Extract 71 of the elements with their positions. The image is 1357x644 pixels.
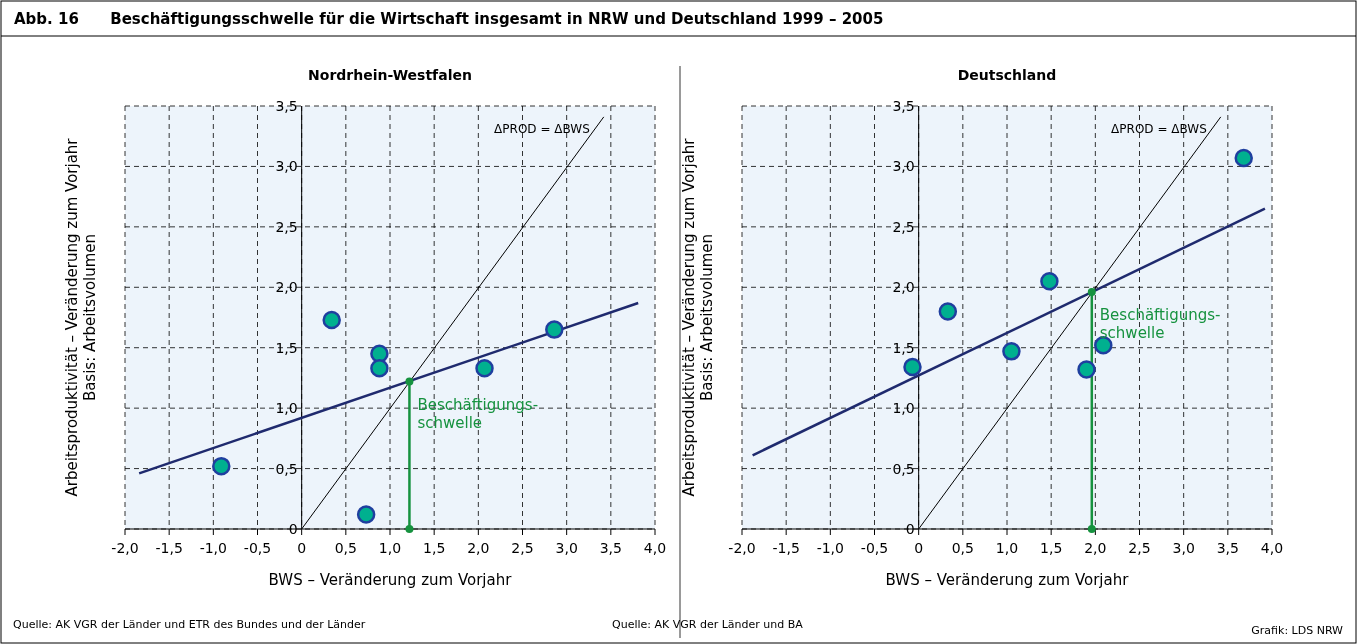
- text: Grafik: LDS NRW: [1251, 624, 1344, 637]
- x-tick-label: 4,0: [1260, 540, 1284, 556]
- y-tick-label: 0,5: [275, 460, 298, 477]
- series-label: ΔPROD = ΔBWS: [1111, 121, 1207, 136]
- x-tick-label: -0,5: [243, 540, 272, 556]
- y-axis-title: Arbeitsproduktivität – Veränderung zum Vorjahr Basis: Arbeitsvolumen: [680, 137, 716, 497]
- x-tick-label: -2,0: [111, 540, 139, 556]
- x-tick-label: 3,5: [1216, 540, 1239, 556]
- y-axis-title: Arbeitsproduktivität – Veränderung zum Vorjahr Basis: Arbeitsvolumen: [63, 137, 99, 497]
- point: [903, 357, 922, 377]
- x-tick-label: -1,5: [155, 540, 183, 556]
- chart-title: Deutschland: [957, 67, 1057, 83]
- y-tick-label: 2,0: [275, 279, 298, 296]
- point: [1002, 342, 1021, 361]
- point: [475, 359, 494, 378]
- point: [322, 310, 341, 330]
- point: [1077, 360, 1096, 379]
- y-tick-label: 3,5: [892, 98, 915, 114]
- y-tick-label: 3,5: [275, 98, 298, 114]
- x-tick-label: 1,0: [378, 540, 402, 556]
- x-tick-label: 3,0: [555, 540, 578, 556]
- y-tick-label: 1,5: [892, 339, 915, 356]
- y-tick-label: 2,5: [892, 218, 915, 235]
- y-tick-label: 1,5: [275, 339, 298, 356]
- x-tick-label: 1,0: [995, 540, 1019, 556]
- x-tick-label: 0,5: [951, 540, 974, 556]
- y-tick-label: 0,5: [892, 460, 915, 477]
- y-tick-label: 2,5: [275, 218, 298, 235]
- x-tick-label: -1,0: [199, 540, 227, 556]
- series-label: ΔPROD = ΔBWS: [494, 121, 590, 136]
- x-tick-label: 2,5: [1128, 540, 1151, 556]
- x-tick-label: 2,0: [467, 540, 490, 556]
- y-tick-label: 1,0: [275, 400, 298, 417]
- y-tick-label: 3,0: [275, 158, 298, 175]
- x-tick-label: 3,5: [599, 540, 622, 556]
- x-tick-label: 4,0: [643, 540, 667, 556]
- point: [370, 359, 389, 378]
- x-axis-title: BWS – Veränderung zum Vorjahr: [268, 571, 513, 589]
- chart-title: Nordrhein-Westfalen: [308, 67, 472, 83]
- point: [1234, 148, 1253, 168]
- annotation: Beschäftigungs- schwelle: [417, 395, 539, 432]
- x-tick-label: -0,5: [860, 540, 889, 556]
- y-tick-label: 0: [288, 521, 298, 537]
- x-tick-label: 1,5: [423, 540, 446, 556]
- point: [212, 456, 231, 476]
- point: [405, 525, 414, 533]
- x-tick-label: 1,5: [1040, 540, 1063, 556]
- point: [1040, 271, 1059, 291]
- caption: Abb. 16 Beschäftigungsschwelle für die Wirtschaft insgesamt in NRW und Deutschland 1999 – 2005: [14, 10, 884, 28]
- x-tick-label: 3,0: [1172, 540, 1195, 556]
- x-tick-label: -1,0: [816, 540, 844, 556]
- point: [1087, 288, 1096, 297]
- x-axis-title: BWS – Veränderung zum Vorjahr: [885, 571, 1130, 589]
- point: [545, 320, 564, 339]
- source-note: Quelle: AK VGR der Länder und BA: [612, 618, 804, 631]
- annotation: Beschäftigungs- schwelle: [1099, 306, 1221, 343]
- x-tick-label: 0,5: [334, 540, 357, 556]
- source-note: Quelle: AK VGR der Länder und ETR des Bundes und der Länder: [13, 618, 366, 631]
- y-tick-label: 1,0: [892, 400, 915, 417]
- point: [405, 377, 414, 386]
- point: [1087, 525, 1096, 533]
- y-tick-label: 0: [905, 521, 915, 537]
- x-tick-label: -2,0: [728, 540, 756, 556]
- point: [938, 302, 958, 321]
- x-tick-label: 2,5: [511, 540, 534, 556]
- point: [1094, 336, 1113, 355]
- x-tick-label: -1,5: [772, 540, 800, 556]
- x-tick-label: 2,0: [1084, 540, 1107, 556]
- y-tick-label: 2,0: [892, 279, 915, 296]
- y-tick-label: 3,0: [892, 158, 915, 175]
- point: [356, 505, 376, 524]
